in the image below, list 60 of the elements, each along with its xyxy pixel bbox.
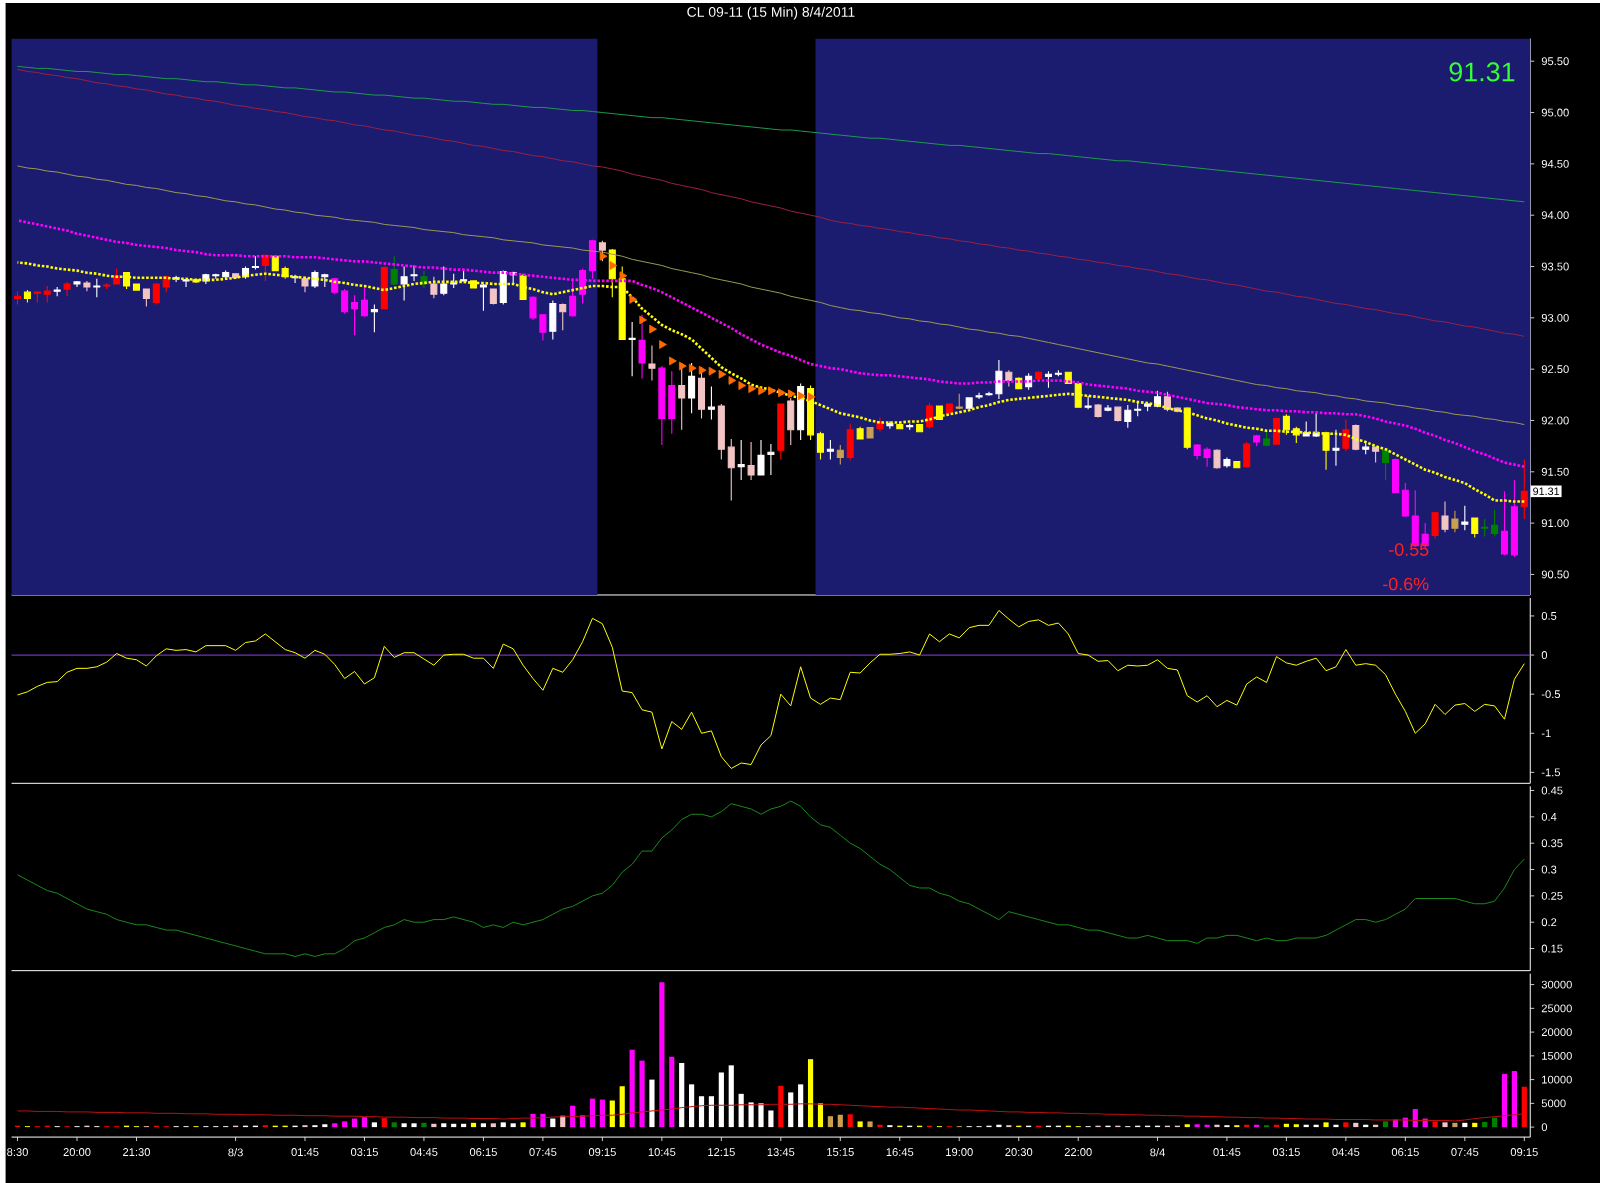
y-tick-label: 0.5 — [1541, 612, 1557, 620]
x-tick-label: 06:15 — [469, 1148, 497, 1157]
x-tick-label: 10:45 — [648, 1148, 676, 1157]
y-tick-label: 0 — [1541, 1123, 1548, 1132]
y-tick-label: 95.00 — [1541, 108, 1569, 117]
x-tick-label: 12:15 — [708, 1148, 735, 1157]
x-tick-label: 20:30 — [1005, 1148, 1033, 1157]
y-tick-label: 0.3 — [1541, 865, 1557, 874]
y-tick-label: 0.25 — [1541, 891, 1563, 900]
x-tick-label: 09:15 — [588, 1148, 616, 1157]
y-tick-label: 95.50 — [1541, 57, 1569, 66]
x-tick-label: 03:15 — [1272, 1148, 1300, 1157]
annotation: 91.31 — [1533, 487, 1560, 496]
y-tick-label: 0.4 — [1541, 812, 1557, 821]
x-tick-label: 15:15 — [827, 1148, 854, 1156]
y-tick-label: 90.50 — [1541, 570, 1569, 579]
x-tick-label: 07:45 — [529, 1148, 557, 1157]
x-tick-label: 16:45 — [886, 1148, 914, 1157]
y-tick-label: 0.15 — [1541, 944, 1563, 953]
chart-title: CL 09-11 (15 Min) 8/4/2011 — [687, 6, 855, 20]
x-tick-label: 20:00 — [63, 1148, 91, 1157]
x-tick-label: 8/3 — [228, 1148, 243, 1157]
x-tick-label: 21:30 — [123, 1148, 151, 1157]
y-tick-label: -1.5 — [1541, 768, 1561, 777]
y-tick-label: 10000 — [1542, 1075, 1572, 1084]
y-tick-label: 94.00 — [1541, 211, 1569, 220]
y-tick-label: 15000 — [1542, 1051, 1572, 1060]
x-tick-label: 8:30 — [7, 1148, 28, 1157]
y-tick-label: 91.50 — [1541, 467, 1569, 476]
x-tick-label: 8/4 — [1150, 1148, 1165, 1157]
x-tick-label: 04:45 — [410, 1148, 438, 1157]
annotation: -0.55 — [1389, 543, 1429, 556]
y-tick-label: 5000 — [1541, 1099, 1566, 1108]
x-tick-label: 09:15 — [1510, 1148, 1538, 1157]
annotation: 91.31 — [1449, 62, 1515, 82]
x-tick-label: 22:00 — [1064, 1148, 1092, 1157]
y-tick-label: 93.00 — [1541, 313, 1569, 322]
x-tick-label: 03:15 — [350, 1148, 378, 1157]
x-tick-label: 01:45 — [291, 1148, 319, 1157]
x-tick-label: 13:45 — [767, 1148, 795, 1157]
y-tick-label: 91.00 — [1541, 519, 1569, 528]
y-tick-label: 0.2 — [1541, 918, 1557, 927]
y-tick-label: 0.35 — [1541, 839, 1563, 848]
y-tick-label: 0 — [1541, 651, 1548, 660]
y-tick-label: 94.50 — [1541, 159, 1569, 168]
y-tick-label: 25000 — [1541, 1004, 1572, 1013]
y-tick-label: 92.50 — [1541, 365, 1569, 374]
y-tick-label: 0.45 — [1541, 786, 1563, 795]
annotation: -0.6% — [1383, 577, 1429, 591]
x-tick-label: 19:00 — [946, 1148, 973, 1157]
y-tick-label: -0.5 — [1541, 690, 1561, 699]
y-tick-label: -1 — [1541, 729, 1551, 738]
y-tick-label: 20000 — [1541, 1028, 1572, 1037]
y-tick-label: 93.50 — [1541, 262, 1569, 271]
y-tick-label: 92.00 — [1541, 416, 1569, 425]
x-tick-label: 01:45 — [1213, 1148, 1241, 1157]
x-tick-label: 07:45 — [1451, 1148, 1479, 1157]
x-tick-label: 04:45 — [1332, 1148, 1360, 1157]
x-tick-label: 06:15 — [1391, 1148, 1419, 1157]
y-tick-label: 30000 — [1541, 980, 1572, 989]
